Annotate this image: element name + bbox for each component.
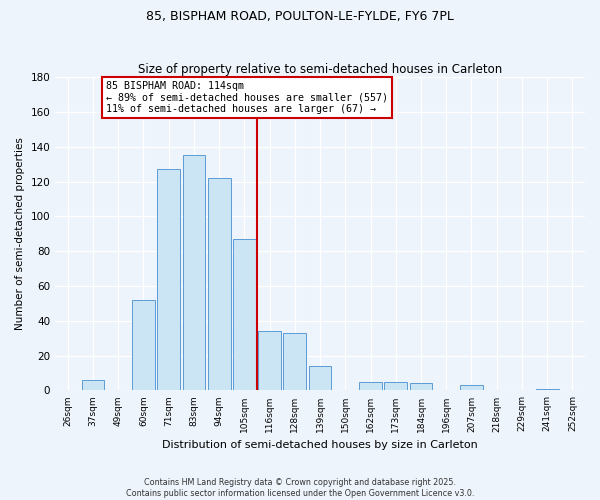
Bar	[208, 178, 230, 390]
Bar	[359, 382, 382, 390]
Title: Size of property relative to semi-detached houses in Carleton: Size of property relative to semi-detach…	[138, 63, 502, 76]
Bar	[385, 382, 407, 390]
Text: 85, BISPHAM ROAD, POULTON-LE-FYLDE, FY6 7PL: 85, BISPHAM ROAD, POULTON-LE-FYLDE, FY6 …	[146, 10, 454, 23]
Bar	[283, 333, 306, 390]
Bar	[233, 239, 256, 390]
Bar	[132, 300, 155, 390]
Bar	[410, 384, 433, 390]
Bar	[182, 156, 205, 390]
Text: Contains HM Land Registry data © Crown copyright and database right 2025.
Contai: Contains HM Land Registry data © Crown c…	[126, 478, 474, 498]
Bar	[536, 388, 559, 390]
X-axis label: Distribution of semi-detached houses by size in Carleton: Distribution of semi-detached houses by …	[162, 440, 478, 450]
Bar	[309, 366, 331, 390]
Bar	[82, 380, 104, 390]
Y-axis label: Number of semi-detached properties: Number of semi-detached properties	[15, 138, 25, 330]
Bar	[258, 332, 281, 390]
Bar	[157, 170, 180, 390]
Bar	[460, 385, 483, 390]
Text: 85 BISPHAM ROAD: 114sqm
← 89% of semi-detached houses are smaller (557)
11% of s: 85 BISPHAM ROAD: 114sqm ← 89% of semi-de…	[106, 80, 388, 114]
